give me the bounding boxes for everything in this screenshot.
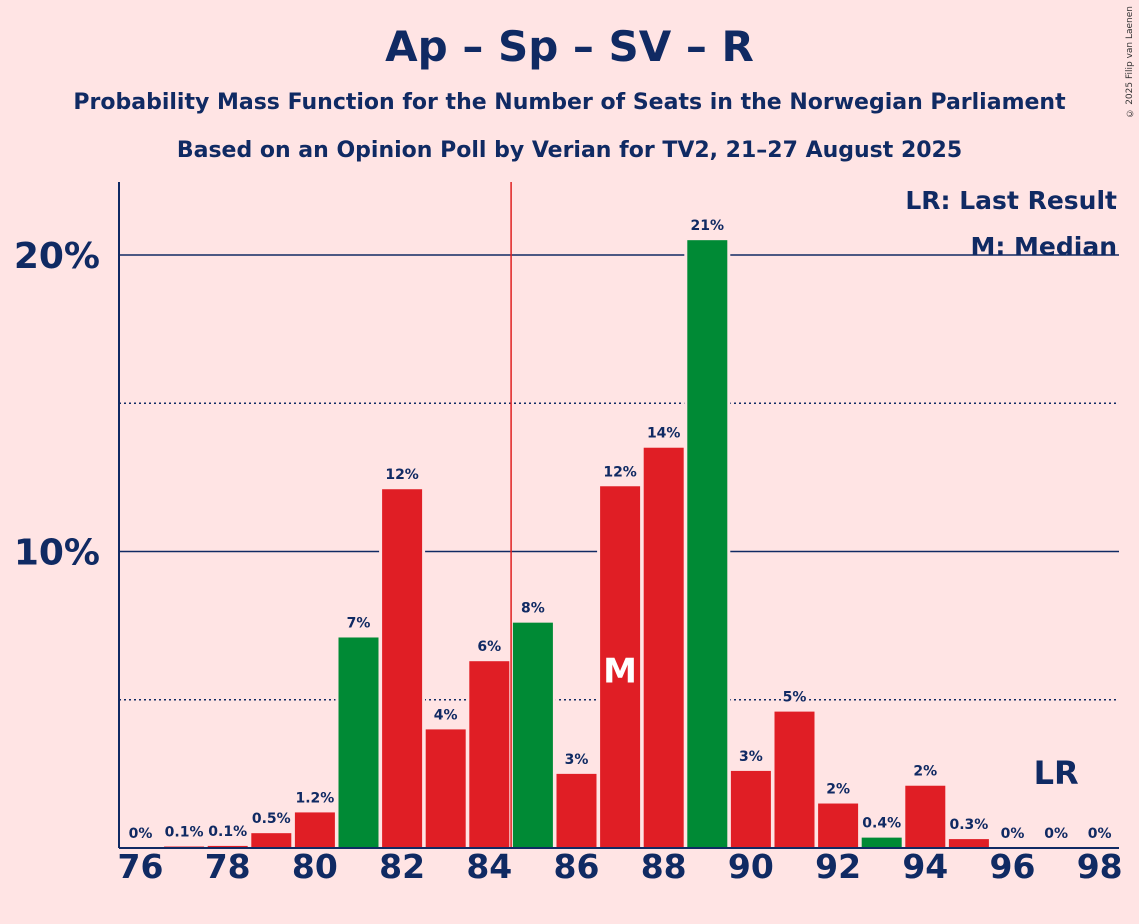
bar-81 bbox=[338, 637, 379, 848]
x-tick-label-98: 98 bbox=[1077, 847, 1123, 886]
x-tick-label-96: 96 bbox=[990, 847, 1036, 886]
bar-label-halo-83 bbox=[433, 703, 458, 724]
bar-86 bbox=[556, 773, 597, 848]
bar-label-78: 0.1% bbox=[208, 824, 247, 840]
bar-label-halo-90 bbox=[738, 744, 763, 765]
bar-label-halo-93 bbox=[861, 811, 902, 832]
legend-last-result: LR: Last Result bbox=[905, 186, 1117, 215]
x-tick-label-82: 82 bbox=[379, 847, 425, 886]
bar-label-91: 5% bbox=[783, 690, 807, 706]
bar-label-90: 3% bbox=[739, 749, 763, 765]
bar-91 bbox=[774, 711, 815, 848]
bar-label-halo-98 bbox=[1087, 822, 1112, 842]
bar-label-halo-76 bbox=[128, 822, 153, 842]
bar-label-halo-82 bbox=[386, 463, 419, 484]
x-tick-label-94: 94 bbox=[902, 847, 948, 886]
bar-label-halo-84 bbox=[477, 635, 502, 656]
chart-subtitle: Probability Mass Function for the Number… bbox=[73, 90, 1066, 115]
x-tick-label-76: 76 bbox=[118, 847, 164, 886]
bar-label-halo-81 bbox=[346, 611, 371, 632]
bar-90 bbox=[730, 770, 771, 848]
x-tick-label-80: 80 bbox=[292, 847, 338, 886]
bar-label-93: 0.4% bbox=[862, 816, 901, 832]
median-marker: M bbox=[603, 651, 637, 691]
x-tick-label-84: 84 bbox=[466, 847, 512, 886]
bar-87 bbox=[600, 486, 641, 848]
bar-label-halo-79 bbox=[251, 807, 292, 828]
bar-92 bbox=[818, 803, 859, 848]
x-tick-label-92: 92 bbox=[815, 847, 861, 886]
bar-halo-77 bbox=[161, 843, 208, 848]
y-tick-label-10: 10% bbox=[14, 533, 100, 574]
bar-label-97: 0% bbox=[1044, 826, 1068, 842]
bar-label-halo-94 bbox=[913, 759, 938, 780]
chart-title: Ap – Sp – SV – R bbox=[385, 22, 754, 71]
bar-label-halo-77 bbox=[164, 820, 205, 841]
bar-label-92: 2% bbox=[826, 782, 850, 798]
bar-94 bbox=[905, 785, 946, 848]
bar-label-halo-89 bbox=[691, 214, 724, 235]
chart-source: Based on an Opinion Poll by Verian for T… bbox=[176, 138, 963, 163]
bar-label-86: 3% bbox=[565, 752, 589, 768]
y-tick-label-20: 20% bbox=[14, 236, 100, 277]
bar-93 bbox=[861, 837, 902, 848]
bar-label-81: 7% bbox=[347, 615, 371, 631]
bar-83 bbox=[425, 729, 466, 848]
bar-label-98: 0% bbox=[1088, 826, 1112, 842]
x-tick-label-86: 86 bbox=[554, 847, 600, 886]
bar-80 bbox=[294, 812, 335, 848]
bar-89 bbox=[687, 240, 728, 849]
bar-label-88: 14% bbox=[647, 426, 681, 442]
bar-label-89: 21% bbox=[691, 218, 725, 234]
bar-label-77: 0.1% bbox=[165, 825, 204, 841]
bar-label-94: 2% bbox=[913, 764, 937, 780]
bar-85 bbox=[512, 622, 553, 848]
bar-label-84: 6% bbox=[477, 639, 501, 655]
x-tick-label-78: 78 bbox=[205, 847, 251, 886]
bar-label-95: 0.3% bbox=[949, 817, 988, 833]
bar-halo-78 bbox=[204, 842, 251, 848]
bar-79 bbox=[251, 833, 292, 848]
x-tick-label-88: 88 bbox=[641, 847, 687, 886]
bar-label-halo-85 bbox=[520, 596, 545, 617]
bar-82 bbox=[382, 489, 423, 848]
bar-label-halo-92 bbox=[826, 777, 851, 798]
bar-label-96: 0% bbox=[1001, 826, 1025, 842]
bar-label-76: 0% bbox=[129, 826, 153, 842]
bar-label-87: 12% bbox=[603, 464, 637, 480]
x-tick-label-90: 90 bbox=[728, 847, 774, 886]
bar-label-80: 1.2% bbox=[295, 790, 334, 806]
bar-label-halo-87 bbox=[604, 460, 637, 481]
last-result-marker: LR bbox=[1034, 754, 1079, 792]
bar-78 bbox=[207, 845, 248, 848]
bar-label-halo-78 bbox=[207, 819, 248, 840]
bar-label-82: 12% bbox=[385, 467, 419, 483]
bar-label-halo-96 bbox=[1000, 822, 1025, 842]
bar-label-halo-80 bbox=[294, 786, 335, 807]
bar-label-83: 4% bbox=[434, 707, 458, 723]
bar-88 bbox=[643, 447, 684, 848]
bar-label-halo-86 bbox=[564, 747, 589, 768]
legend-median: M: Median bbox=[970, 232, 1117, 261]
bar-label-halo-91 bbox=[782, 685, 807, 706]
bar-label-79: 0.5% bbox=[252, 811, 291, 827]
bar-84 bbox=[469, 661, 510, 848]
bar-label-halo-97 bbox=[1044, 822, 1069, 842]
bar-95 bbox=[948, 839, 989, 848]
bar-label-85: 8% bbox=[521, 601, 545, 617]
bar-label-halo-88 bbox=[647, 421, 680, 442]
bar-label-halo-95 bbox=[948, 813, 989, 834]
